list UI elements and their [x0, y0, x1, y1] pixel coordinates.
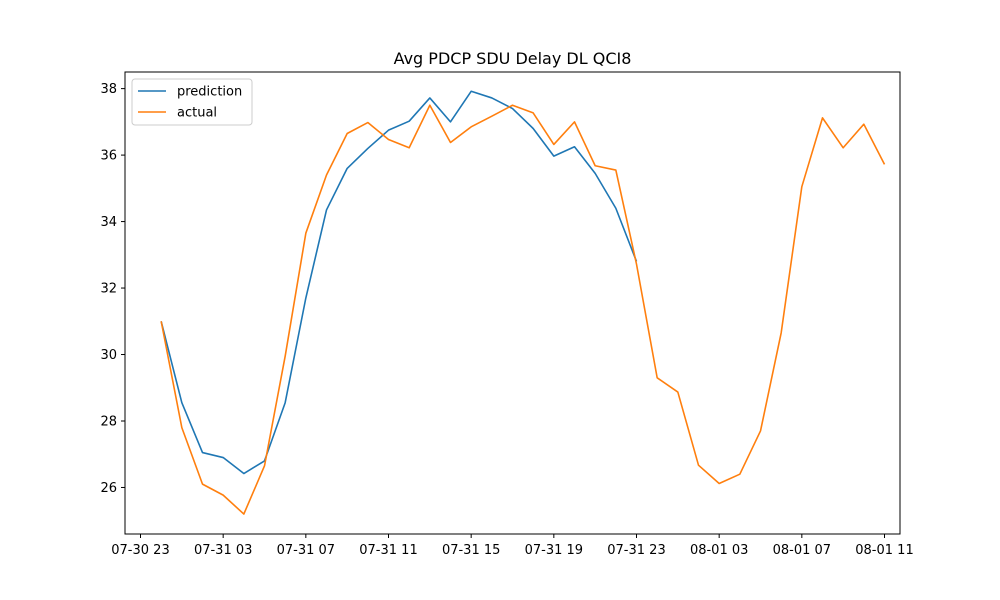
y-tick-label: 32 [100, 282, 117, 297]
chart-title: Avg PDCP SDU Delay DL QCI8 [394, 49, 632, 68]
x-tick-label: 08-01 11 [855, 543, 913, 558]
x-tick-label: 07-31 23 [607, 543, 665, 558]
x-tick-label: 07-31 03 [194, 543, 252, 558]
x-tick-label: 07-31 11 [359, 543, 417, 558]
axes-frame [124, 71, 901, 535]
plot-area: 07-30 23 07-31 03 07-31 07 07-31 11 07-31 15… [100, 71, 914, 558]
x-tick-label: 07-31 19 [525, 543, 583, 558]
y-tick-label: 38 [100, 82, 117, 97]
y-tick-label: 36 [100, 149, 117, 164]
legend: prediction actual [131, 78, 253, 126]
x-tick-label: 08-01 03 [690, 543, 748, 558]
x-tick-label: 07-30 23 [111, 543, 169, 558]
y-tick-label: 28 [100, 414, 117, 429]
legend-label-prediction: prediction [177, 85, 242, 100]
x-tick-label: 07-31 07 [277, 543, 335, 558]
y-tick-label: 30 [100, 348, 117, 363]
series-line-actual [160, 104, 886, 515]
x-tick-label: 07-31 15 [442, 543, 500, 558]
y-tick-label: 34 [100, 215, 117, 230]
legend-label-actual: actual [177, 106, 217, 121]
y-tick-label: 26 [100, 481, 117, 496]
x-tick-label: 08-01 07 [773, 543, 831, 558]
series-line-prediction [160, 90, 638, 475]
